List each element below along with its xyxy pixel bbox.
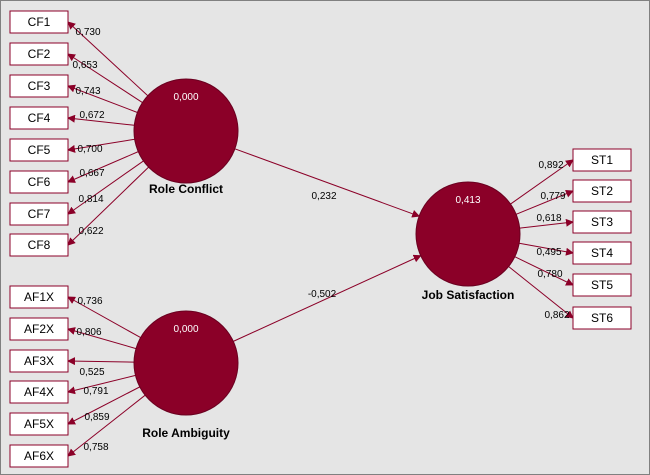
loading-arrow-cf1 [67,21,149,97]
indicator-box-af6x[interactable] [9,444,69,468]
indicator-box-cf1[interactable] [9,10,69,34]
loading-arrow-af4x [67,374,136,395]
indicator-box-af4x[interactable] [9,380,69,404]
job-satisfaction-r2-value: 0,413 [455,195,480,206]
job-satisfaction-construct[interactable] [415,181,521,287]
loading-arrow-st5 [514,256,574,286]
role-ambiguity-r2-value: 0,000 [173,324,198,335]
loading-value-cf3: 0,743 [75,86,100,97]
loading-arrow-cf7 [67,160,144,215]
indicator-label-cf7: CF7 [28,207,51,221]
indicator-label-cf2: CF2 [28,47,51,61]
loading-arrow-cf5 [67,138,135,153]
indicator-label-st3: ST3 [591,215,613,229]
indicator-label-st5: ST5 [591,278,613,292]
indicator-label-cf1: CF1 [28,15,51,29]
loading-value-af6x: 0,758 [83,442,108,453]
indicator-box-cf4[interactable] [9,106,69,130]
indicator-box-st5[interactable] [572,273,632,297]
indicator-label-af1x: AF1X [24,290,54,304]
indicator-box-cf7[interactable] [9,202,69,226]
indicator-box-cf8[interactable] [9,233,69,257]
indicator-label-cf6: CF6 [28,175,51,189]
indicator-box-af1x[interactable] [9,285,69,309]
loading-value-st2: 0,779 [540,191,565,202]
indicator-box-cf5[interactable] [9,138,69,162]
loading-value-cf5: 0,700 [77,144,102,155]
loading-arrow-af3x [67,357,135,366]
indicator-box-af3x[interactable] [9,349,69,373]
loading-value-cf4: 0,672 [79,110,104,121]
indicator-label-af6x: AF6X [24,449,54,463]
role-ambiguity-label: Role Ambiguity [142,426,230,440]
loading-arrow-af1x [67,296,141,339]
indicator-box-st1[interactable] [572,148,632,172]
indicator-label-st4: ST4 [591,246,613,260]
loading-value-af5x: 0,859 [84,412,109,423]
indicator-box-cf3[interactable] [9,74,69,98]
indicator-box-st2[interactable] [572,179,632,203]
loading-value-af3x: 0,525 [79,367,104,378]
indicator-box-cf6[interactable] [9,170,69,194]
loading-arrow-st1 [510,159,574,205]
loading-value-cf2: 0,653 [72,60,97,71]
loading-value-st4: 0,495 [536,247,561,258]
indicator-box-cf2[interactable] [9,42,69,66]
loading-arrow-cf2 [67,53,143,104]
role-ambiguity-construct[interactable] [133,310,239,416]
loading-arrow-st6 [508,266,574,319]
job-satisfaction-label: Job Satisfaction [422,288,515,302]
indicator-label-af4x: AF4X [24,385,54,399]
loading-value-cf6: 0,667 [79,168,104,179]
path-role-conflict-to-job-satisfaction-arrow [234,148,421,218]
loading-arrow-cf6 [67,151,139,183]
loading-arrow-st2 [515,189,574,215]
indicator-label-st2: ST2 [591,184,613,198]
indicator-label-cf4: CF4 [28,111,51,125]
loading-value-st5: 0,780 [537,269,562,280]
path-role-ambiguity-to-job-satisfaction-coefficient: -0,502 [308,289,337,300]
indicator-label-af2x: AF2X [24,322,54,336]
indicator-label-st1: ST1 [591,153,613,167]
loading-value-st1: 0,892 [538,160,563,171]
loading-value-af1x: 0,736 [77,296,102,307]
loading-arrow-st3 [519,218,574,229]
indicator-label-cf8: CF8 [28,238,51,252]
loading-value-st6: 0,862 [544,310,569,321]
loading-arrow-cf4 [67,114,135,126]
indicator-label-af5x: AF5X [24,417,54,431]
loading-value-cf8: 0,622 [78,226,103,237]
indicator-label-cf5: CF5 [28,143,51,157]
loading-arrow-cf8 [67,166,149,246]
indicator-label-af3x: AF3X [24,354,54,368]
indicator-box-af5x[interactable] [9,412,69,436]
loading-arrow-st4 [519,242,574,256]
path-role-conflict-to-job-satisfaction-coefficient: 0,232 [311,191,336,202]
role-conflict-construct[interactable] [133,78,239,184]
role-conflict-r2-value: 0,000 [173,92,198,103]
loading-value-af2x: 0,806 [76,327,101,338]
loading-value-st3: 0,618 [536,213,561,224]
indicator-label-cf3: CF3 [28,79,51,93]
indicator-label-st6: ST6 [591,311,613,325]
loading-arrow-af2x [67,327,137,350]
indicator-box-st6[interactable] [572,306,632,330]
loading-arrow-af5x [67,386,141,425]
indicator-box-af2x[interactable] [9,317,69,341]
loading-value-cf7: 0,814 [78,194,103,205]
indicator-box-st4[interactable] [572,241,632,265]
loading-arrow-af6x [67,394,146,457]
loading-arrow-cf3 [67,84,138,113]
indicator-box-st3[interactable] [572,210,632,234]
loading-value-cf1: 0,730 [75,27,100,38]
loading-value-af4x: 0,791 [83,386,108,397]
role-conflict-label: Role Conflict [149,182,223,196]
path-role-ambiguity-to-job-satisfaction-arrow [233,254,422,342]
